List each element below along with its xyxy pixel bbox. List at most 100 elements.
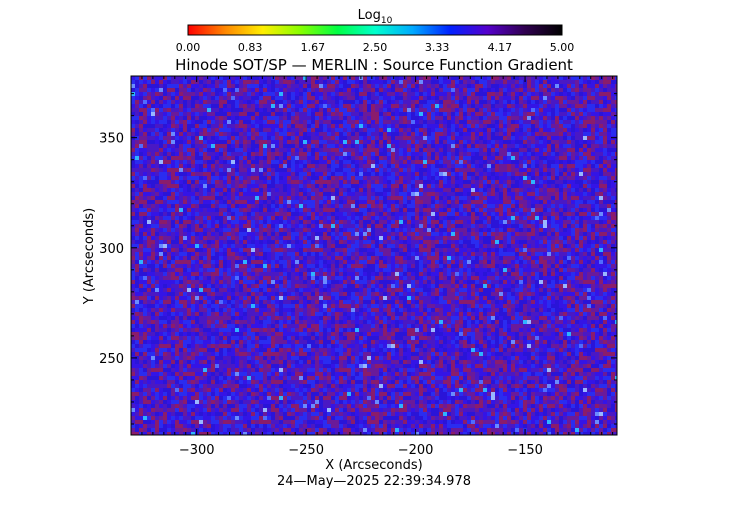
- heatmap-cell: [511, 124, 515, 128]
- heatmap-cell: [343, 200, 347, 204]
- heatmap-cell: [359, 140, 363, 144]
- heatmap-cell: [179, 108, 183, 112]
- heatmap-cell: [175, 92, 179, 96]
- heatmap-cell: [451, 196, 455, 200]
- heatmap-cell: [195, 204, 199, 208]
- heatmap-cell: [539, 144, 543, 148]
- heatmap-cell: [147, 200, 151, 204]
- heatmap-cell: [303, 192, 307, 196]
- heatmap-cell: [579, 196, 583, 200]
- heatmap-cell: [383, 112, 387, 116]
- heatmap-cell: [319, 152, 323, 156]
- heatmap-cell: [295, 76, 299, 80]
- heatmap-cell: [435, 124, 439, 128]
- heatmap-cell: [531, 232, 535, 236]
- heatmap-cell: [395, 184, 399, 188]
- heatmap-cell: [223, 104, 227, 108]
- heatmap-cell: [367, 112, 371, 116]
- heatmap-cell: [603, 96, 607, 100]
- heatmap-cell: [475, 220, 479, 224]
- heatmap-cell: [443, 232, 447, 236]
- heatmap-cell: [203, 220, 207, 224]
- heatmap-cell: [131, 164, 135, 168]
- heatmap-cell: [223, 96, 227, 100]
- heatmap-cell: [539, 96, 543, 100]
- heatmap-cell: [483, 236, 487, 240]
- heatmap-cell: [411, 228, 415, 232]
- heatmap-cell: [507, 132, 511, 136]
- heatmap-cell: [479, 236, 483, 240]
- heatmap-cell: [567, 120, 571, 124]
- heatmap-cell: [179, 144, 183, 148]
- heatmap-cell: [463, 124, 467, 128]
- heatmap-cell: [467, 192, 471, 196]
- heatmap-cell: [443, 196, 447, 200]
- heatmap-cell: [475, 136, 479, 140]
- heatmap-cell: [243, 208, 247, 212]
- heatmap-cell: [327, 92, 331, 96]
- heatmap-cell: [523, 180, 527, 184]
- heatmap-cell: [463, 200, 467, 204]
- heatmap-cell: [431, 216, 435, 220]
- heatmap-cell: [435, 196, 439, 200]
- heatmap-cell: [391, 108, 395, 112]
- heatmap-cell: [595, 152, 599, 156]
- heatmap-cell: [155, 84, 159, 88]
- heatmap-cell: [463, 180, 467, 184]
- heatmap-cell: [191, 168, 195, 172]
- heatmap-cell: [403, 196, 407, 200]
- heatmap-cell: [515, 196, 519, 200]
- heatmap-cell: [155, 132, 159, 136]
- heatmap-cell: [511, 108, 515, 112]
- heatmap-cell: [183, 188, 187, 192]
- heatmap-cell: [475, 128, 479, 132]
- heatmap-cell: [571, 168, 575, 172]
- heatmap-cell: [303, 196, 307, 200]
- heatmap-cell: [159, 212, 163, 216]
- heatmap-cell: [343, 168, 347, 172]
- heatmap-cell: [603, 208, 607, 212]
- heatmap-cell: [211, 164, 215, 168]
- heatmap-cell: [611, 220, 615, 224]
- heatmap-cell: [231, 180, 235, 184]
- heatmap-cell: [315, 192, 319, 196]
- heatmap-cell: [379, 144, 383, 148]
- heatmap-cell: [447, 144, 451, 148]
- heatmap-cell: [251, 232, 255, 236]
- heatmap-cell: [359, 216, 363, 220]
- heatmap-cell: [183, 200, 187, 204]
- heatmap-cell: [255, 112, 259, 116]
- heatmap-cell: [539, 76, 543, 80]
- heatmap-cell: [279, 160, 283, 164]
- heatmap-cell: [599, 136, 603, 140]
- heatmap-cell: [275, 148, 279, 152]
- heatmap-cell: [387, 228, 391, 232]
- heatmap-cell: [611, 148, 615, 152]
- heatmap-cell: [531, 132, 535, 136]
- heatmap-cell: [603, 200, 607, 204]
- heatmap-cell: [347, 216, 351, 220]
- heatmap-cell: [255, 80, 259, 84]
- heatmap-cell: [583, 104, 587, 108]
- heatmap-cell: [391, 116, 395, 120]
- heatmap-cell: [451, 216, 455, 220]
- heatmap-cell: [355, 160, 359, 164]
- heatmap-cell: [527, 192, 531, 196]
- heatmap-cell: [539, 184, 543, 188]
- heatmap-cell: [415, 228, 419, 232]
- heatmap-cell: [283, 184, 287, 188]
- heatmap-cell: [383, 224, 387, 228]
- heatmap-cell: [459, 156, 463, 160]
- heatmap-cell: [447, 168, 451, 172]
- heatmap-cell: [335, 180, 339, 184]
- heatmap-cell: [583, 160, 587, 164]
- heatmap-cell: [455, 124, 459, 128]
- heatmap-cell: [495, 132, 499, 136]
- heatmap-cell: [415, 220, 419, 224]
- heatmap-cell: [423, 212, 427, 216]
- heatmap-cell: [167, 216, 171, 220]
- heatmap-cell: [339, 104, 343, 108]
- heatmap-cell: [539, 104, 543, 108]
- heatmap-cell: [491, 204, 495, 208]
- heatmap-cell: [431, 212, 435, 216]
